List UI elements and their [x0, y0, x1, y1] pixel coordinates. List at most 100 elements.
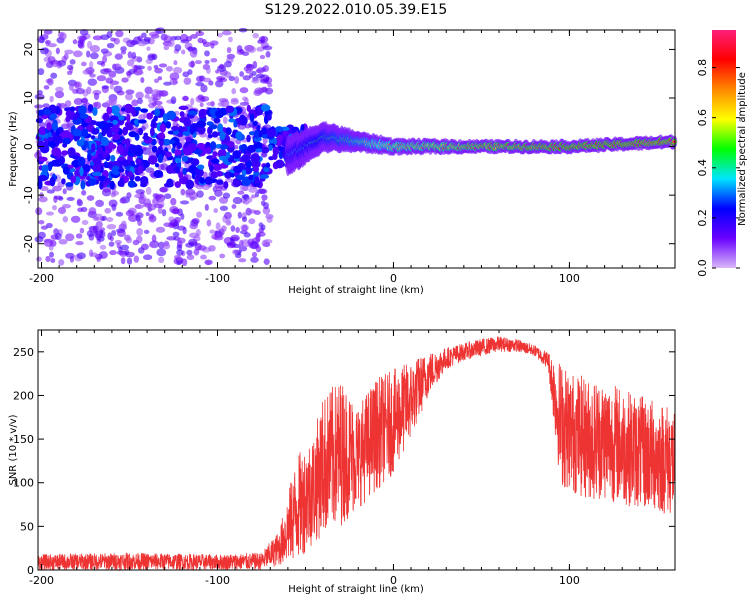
spectrogram-cell	[230, 172, 235, 178]
x-tick-label: -100	[205, 272, 230, 285]
spectrogram-cell	[121, 77, 129, 83]
spectrogram-cell	[98, 251, 108, 259]
spectrogram-cell	[62, 216, 69, 223]
spectrogram-cell	[250, 153, 260, 164]
spectrogram-cell	[68, 83, 75, 91]
spectrogram-cell	[174, 149, 182, 156]
spectrogram-cell	[178, 171, 184, 179]
spectrogram-cell	[61, 178, 66, 185]
spectrogram-cell	[46, 122, 52, 131]
spectrogram-cell	[49, 176, 56, 187]
spectrogram-cell	[202, 41, 211, 48]
spectrogram-cell	[247, 45, 256, 54]
spectrogram-cell	[190, 158, 200, 167]
spectrogram-cell	[66, 64, 74, 71]
spectrogram-cell	[252, 166, 260, 173]
spectrogram-cell	[238, 239, 244, 247]
spectrogram-cell	[154, 67, 163, 74]
spectrogram-cell	[159, 187, 168, 193]
spectrogram-cell	[66, 70, 73, 76]
spectrogram-cell	[243, 232, 251, 238]
spectrogram-cell	[139, 197, 147, 203]
spectrogram-cell	[230, 225, 236, 232]
spectrogram-cell	[45, 211, 54, 216]
spectrogram-cell	[69, 59, 76, 65]
spectrogram-cell	[246, 104, 251, 112]
spectrogram-cell	[34, 104, 44, 109]
spectrogram-cell	[96, 60, 105, 65]
spectrogram-cell	[166, 164, 175, 175]
spectrogram-cell	[87, 151, 92, 162]
spectrogram-cell	[82, 97, 88, 105]
spectrogram-cell	[75, 241, 84, 246]
spectrogram-cell	[125, 237, 133, 244]
spectrogram-cell	[259, 174, 270, 179]
colorbar-tick-label: 0.4	[696, 159, 709, 177]
spectrogram-cell	[172, 79, 178, 85]
spectrogram-cell	[135, 159, 142, 165]
spectrogram-cell	[79, 166, 84, 177]
spectrogram-cell	[238, 258, 247, 263]
spectrogram-cell	[128, 131, 137, 138]
spectrogram-cell	[120, 220, 127, 229]
spectrogram-cell	[180, 213, 185, 220]
spectrogram-cell	[152, 193, 159, 199]
spectrogram-cell	[254, 191, 259, 198]
spectrogram-cell	[175, 168, 181, 174]
spectrogram-cell	[41, 164, 49, 173]
spectrogram-cell	[95, 221, 103, 228]
spectrogram-cell	[98, 227, 106, 232]
spectrogram-cell	[232, 249, 240, 255]
spectrogram-cell	[204, 50, 210, 57]
spectrogram-cell	[138, 42, 147, 47]
spectrogram-cell	[35, 117, 43, 124]
spectrogram-cell	[113, 85, 123, 94]
spectrogram-cell	[204, 59, 210, 65]
spectrogram-cell	[154, 100, 163, 106]
snr-y-ticks: 0 50 100 150 200 250	[13, 346, 675, 577]
spectrogram-cell	[56, 60, 67, 67]
spectrogram-cell	[81, 219, 89, 226]
spectrogram-cell	[219, 77, 228, 83]
spectrogram-cell	[231, 88, 237, 95]
spectrogram-cell	[232, 196, 243, 205]
y-tick-label: 250	[13, 346, 34, 359]
spectrogram-cell	[221, 225, 227, 232]
spectrogram-cell	[136, 70, 144, 75]
spectrogram-cell	[214, 80, 224, 88]
spectrogram-cell	[196, 211, 202, 218]
spectrogram-cell	[126, 70, 132, 76]
spectrogram-cell	[256, 124, 261, 132]
spectrogram-cell	[169, 72, 180, 81]
spectrogram-cell	[111, 230, 117, 237]
spectrogram-cell	[267, 82, 273, 88]
spectrogram-cell	[73, 81, 80, 88]
spectrogram-cell	[241, 169, 247, 177]
spectrogram-cell	[239, 114, 246, 122]
spectrogram-cell	[62, 137, 72, 145]
spectrogram-cell	[89, 60, 94, 69]
spectrogram-cell	[55, 86, 64, 92]
spectrogram-cell	[202, 77, 212, 83]
spectrogram-cell	[119, 197, 127, 204]
spectrogram-cell	[186, 254, 195, 261]
spectrogram-cell	[166, 110, 177, 121]
spectrogram-cell	[208, 245, 216, 252]
spectrogram-cell	[46, 189, 55, 194]
spectrogram-cell	[151, 145, 158, 153]
spectrogram-cell	[274, 126, 284, 133]
spectrogram-cell	[109, 249, 117, 256]
spectrogram-cell	[66, 122, 71, 130]
colorbar: 0.0 0.2 0.4 0.6 0.8 Normalized spectral ampl…	[696, 30, 748, 277]
spectrogram-cell	[230, 99, 239, 105]
spectrogram-cell	[148, 155, 158, 165]
spectrogram-cell	[256, 106, 261, 116]
spectrogram-cell	[176, 259, 182, 266]
spectrogram-cell	[151, 234, 157, 243]
spectrogram-cells	[34, 27, 678, 267]
spectrogram-cell	[266, 128, 277, 138]
spectrogram-cell	[79, 113, 89, 119]
spectrogram-cell	[50, 72, 58, 79]
spectrogram-cell	[166, 178, 174, 188]
spectrogram-cell	[153, 170, 164, 179]
